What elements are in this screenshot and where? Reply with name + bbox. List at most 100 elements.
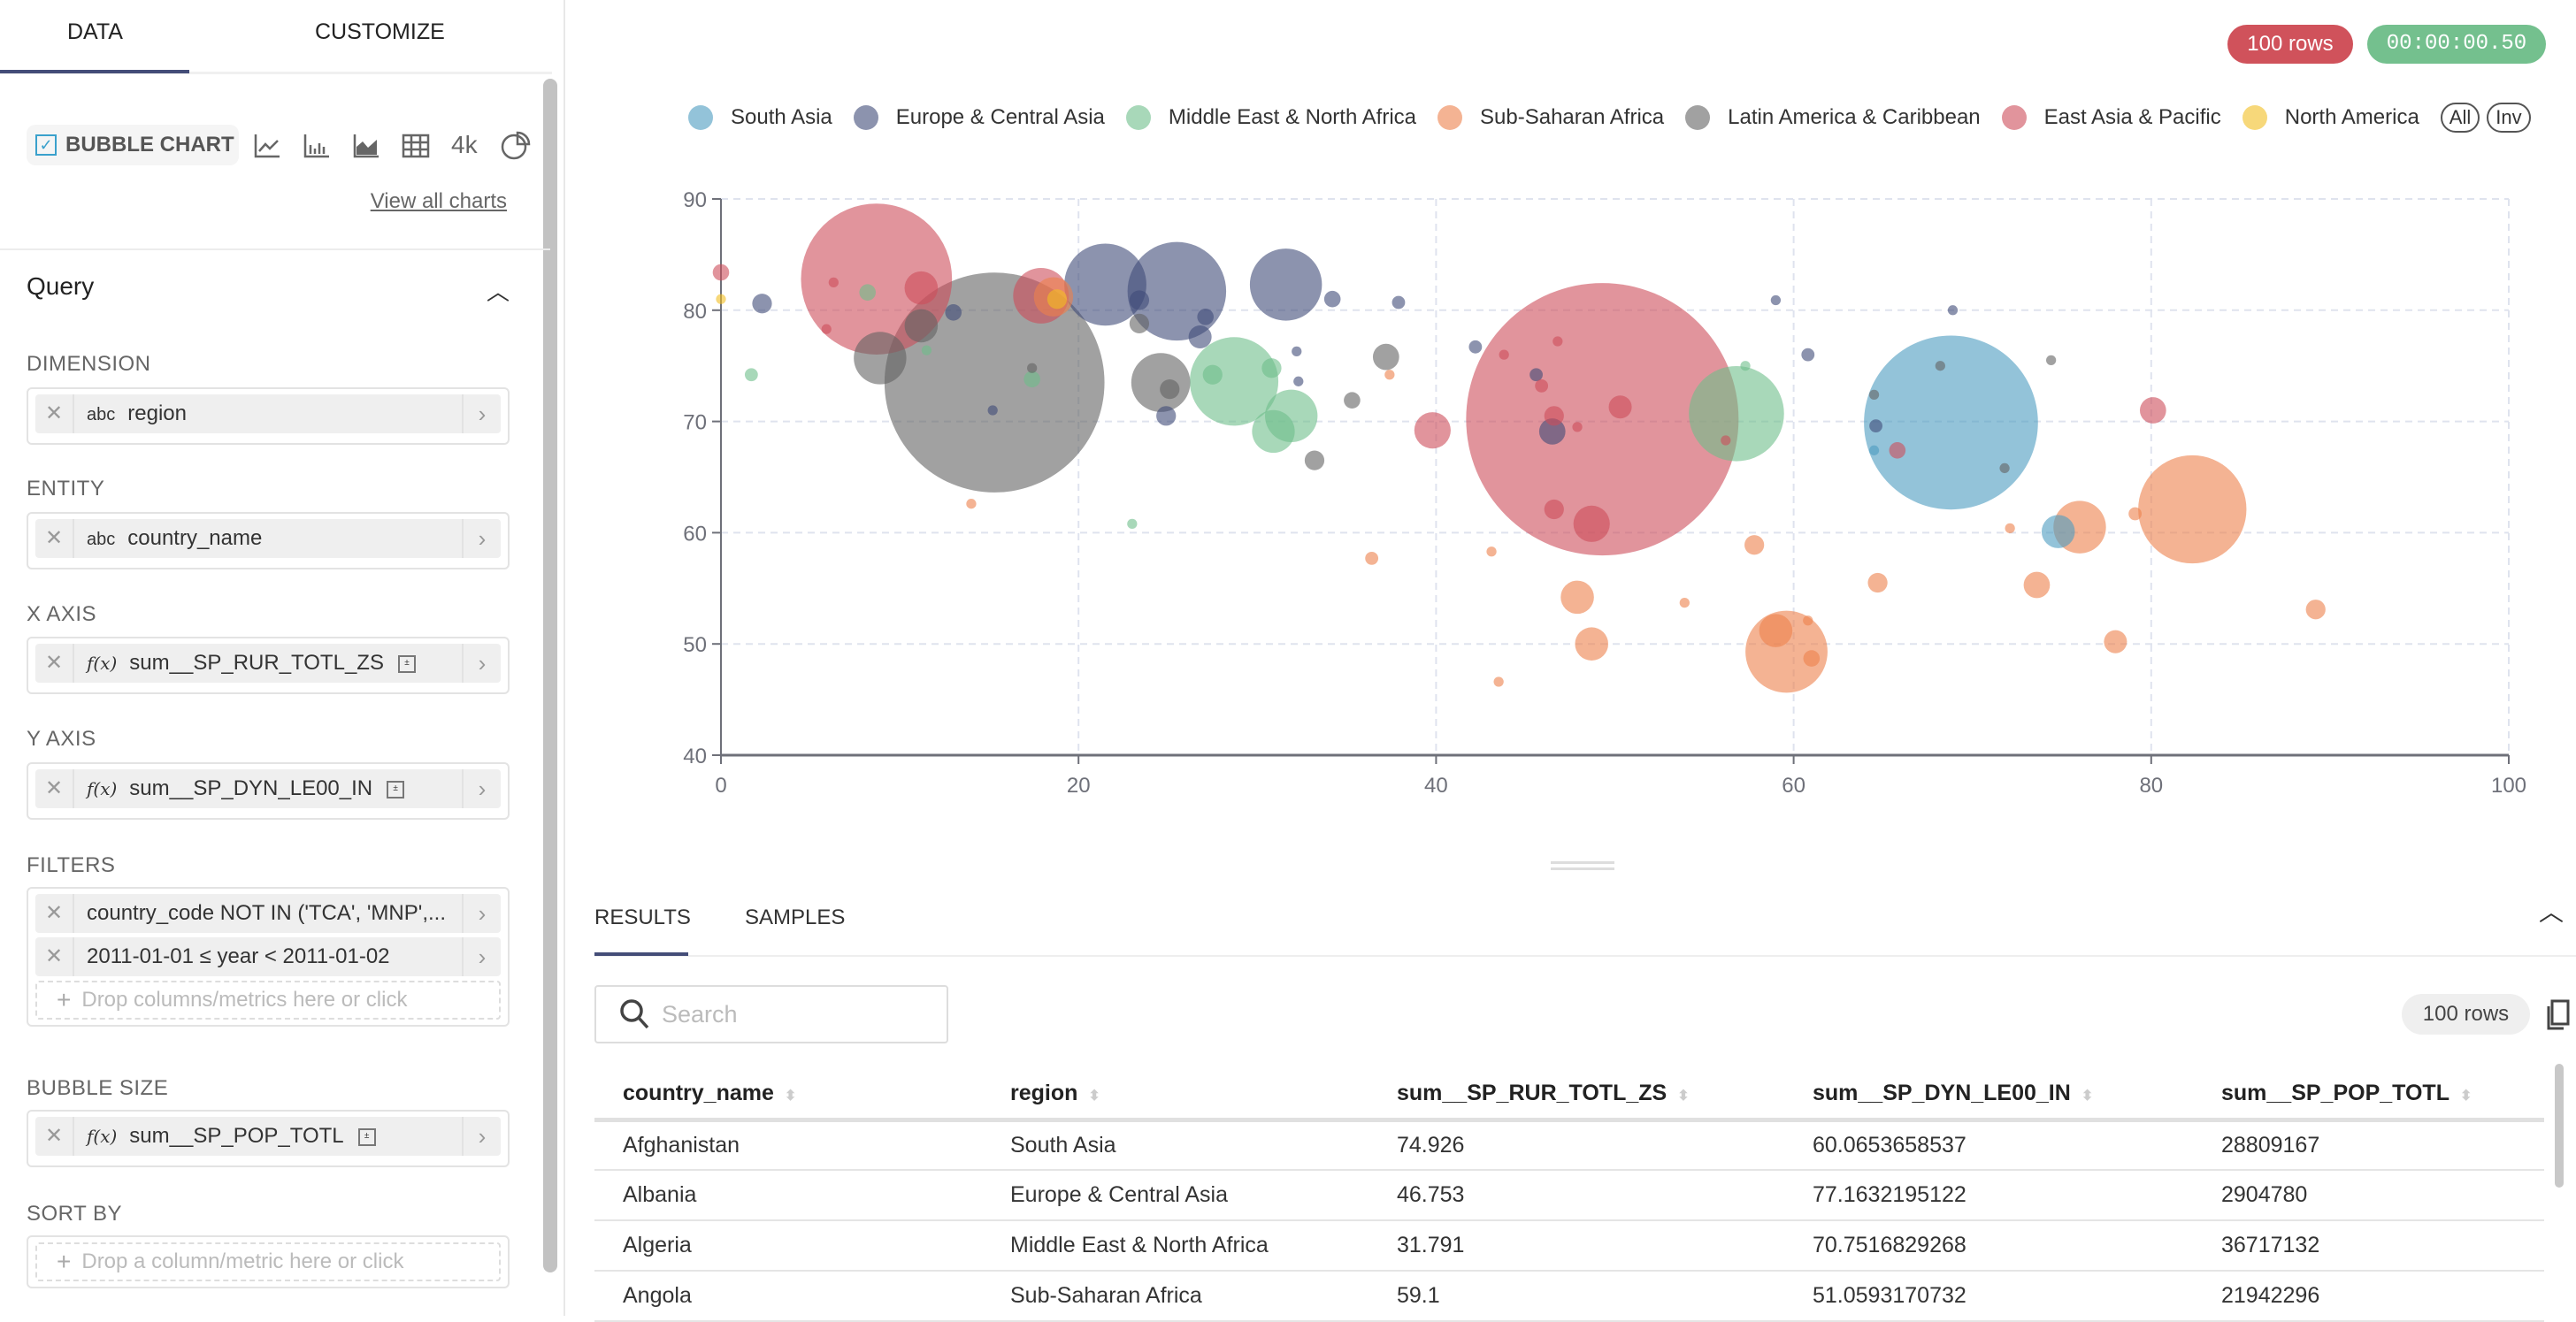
dimension-control: ✕ abc region › [27, 387, 510, 445]
bubble-middle-east-north-africa [1127, 518, 1138, 529]
column-header[interactable]: sum__SP_DYN_LE00_IN ⬍ [1784, 1070, 2193, 1122]
view-all-charts-link[interactable]: View all charts [370, 189, 507, 213]
remove-icon[interactable]: ✕ [35, 1117, 74, 1156]
legend-all-button[interactable]: All [2440, 103, 2480, 133]
remove-icon[interactable]: ✕ [35, 644, 74, 683]
search-input[interactable]: Search [594, 985, 948, 1043]
chevron-right-icon[interactable]: › [462, 394, 501, 433]
table-icon[interactable] [402, 133, 430, 159]
bubble-latin-america-caribbean [854, 332, 907, 385]
resize-handle[interactable] [1551, 861, 1614, 870]
tab-customize[interactable]: CUSTOMIZE [315, 19, 445, 44]
bubble-sub-saharan-africa [1744, 535, 1765, 555]
legend-item[interactable]: Latin America & Caribbean [1685, 105, 1981, 130]
filter-value: 2011-01-01 ≤ year < 2011-01-02 [87, 944, 390, 968]
dimension-pill[interactable]: ✕ abc region › [35, 394, 501, 433]
sort-icon[interactable]: ⬍ [1088, 1089, 1100, 1104]
legend-item[interactable]: Middle East & North Africa [1125, 105, 1416, 130]
column-header-label: country_name [623, 1081, 774, 1106]
bubble-europe-central-asia [1129, 290, 1150, 310]
bubble-sub-saharan-africa [1803, 615, 1813, 626]
table-scrollbar[interactable] [2555, 1064, 2564, 1188]
y-axis-control: ✕ f(x) sum__SP_DYN_LE00_IN ± › [27, 762, 510, 820]
line-chart-icon[interactable] [253, 133, 281, 159]
bubble-size-pill[interactable]: ✕ f(x) sum__SP_POP_TOTL ± › [35, 1117, 501, 1156]
tab-data[interactable]: DATA [67, 19, 123, 44]
remove-icon[interactable]: ✕ [35, 894, 74, 933]
bubble-sub-saharan-africa [2128, 507, 2143, 521]
remove-icon[interactable]: ✕ [35, 769, 74, 808]
table-header-row: country_name ⬍ region ⬍ sum__SP_RUR_TOTL_ZS ⬍… [594, 1070, 2544, 1122]
column-header-label: sum__SP_DYN_LE00_IN [1813, 1081, 2071, 1106]
tab-results[interactable]: RESULTS [594, 906, 691, 929]
column-header[interactable]: sum__SP_POP_TOTL ⬍ [2193, 1070, 2544, 1122]
table-row[interactable]: Algeria Middle East & North Africa 31.791 7… [594, 1220, 2544, 1272]
collapse-chevron-icon[interactable]: ︿ [487, 279, 510, 305]
table-row[interactable]: Angola Sub-Saharan Africa 59.1 51.059317073… [594, 1271, 2544, 1322]
bubble-europe-central-asia [1293, 376, 1304, 386]
remove-icon[interactable]: ✕ [35, 394, 74, 433]
table-cell: 77.1632195122 [1784, 1170, 2193, 1221]
bubble-east-asia-pacific [2139, 397, 2166, 424]
chevron-right-icon[interactable]: › [462, 937, 501, 976]
bubble-sub-saharan-africa [2023, 571, 2051, 599]
bubble-sub-saharan-africa [2104, 630, 2128, 653]
big-number-icon[interactable]: 4k [451, 131, 478, 158]
legend-item[interactable]: East Asia & Pacific [2001, 105, 2221, 130]
column-header[interactable]: country_name ⬍ [594, 1070, 982, 1122]
tab-samples[interactable]: SAMPLES [745, 906, 846, 929]
viz-type-selected[interactable]: ✓ BUBBLE CHART [27, 125, 239, 165]
legend-item[interactable]: North America [2242, 105, 2419, 130]
chevron-right-icon[interactable]: › [462, 519, 501, 558]
table-row[interactable]: Afghanistan South Asia 74.926 60.0653658537… [594, 1119, 2544, 1171]
remove-icon[interactable]: ✕ [35, 519, 74, 558]
bar-chart-icon[interactable] [303, 133, 331, 159]
collapse-chevron-icon[interactable]: ︿ [2539, 898, 2564, 926]
legend-dot-icon [2242, 105, 2267, 130]
table-row[interactable]: Albania Europe & Central Asia 46.753 77.163… [594, 1170, 2544, 1221]
legend-item[interactable]: Sub-Saharan Africa [1438, 105, 1664, 130]
sort-icon[interactable]: ⬍ [784, 1089, 797, 1104]
legend-inv-button[interactable]: Inv [2487, 103, 2531, 133]
panel-scrollbar[interactable] [543, 79, 557, 1272]
add-filter-dropzone[interactable]: + Drop columns/metrics here or click [35, 981, 501, 1020]
left-panel: DATA CUSTOMIZE ✓ BUBBLE CHART 4k View al… [0, 0, 565, 1316]
bubble-middle-east-north-africa [1024, 371, 1040, 388]
column-header[interactable]: sum__SP_RUR_TOTL_ZS ⬍ [1368, 1070, 1784, 1122]
sort-by-dropzone[interactable]: + Drop a column/metric here or click [35, 1242, 501, 1281]
bubble-europe-central-asia [1064, 243, 1146, 326]
dimension-value: region [127, 401, 187, 425]
bubble-latin-america-caribbean [2045, 355, 2057, 366]
table-cell: 51.0593170732 [1784, 1271, 2193, 1322]
bubble-europe-central-asia [1869, 419, 1882, 433]
chevron-right-icon[interactable]: › [462, 644, 501, 683]
bubble-east-asia-pacific [1608, 395, 1632, 419]
sort-icon[interactable]: ⬍ [2459, 1089, 2472, 1104]
bubble-east-asia-pacific [821, 324, 832, 334]
copy-icon[interactable] [2546, 999, 2571, 1031]
sort-icon[interactable]: ⬍ [1677, 1089, 1690, 1104]
legend-dot-icon [1685, 105, 1711, 130]
chevron-right-icon[interactable]: › [462, 769, 501, 808]
bubble-latin-america-caribbean [1344, 392, 1361, 409]
query-section-title[interactable]: Query [27, 272, 95, 300]
sort-icon[interactable]: ⬍ [2081, 1089, 2094, 1104]
chevron-right-icon[interactable]: › [462, 1117, 501, 1156]
pie-chart-icon[interactable] [501, 131, 531, 161]
entity-pill[interactable]: ✕ abc country_name › [35, 519, 501, 558]
x-axis-pill[interactable]: ✕ f(x) sum__SP_RUR_TOTL_ZS ± › [35, 644, 501, 683]
viz-type-label: BUBBLE CHART [65, 133, 234, 157]
legend-item[interactable]: Europe & Central Asia [853, 105, 1105, 130]
results-table: country_name ⬍ region ⬍ sum__SP_RUR_TOTL_ZS ⬍… [594, 1070, 2544, 1322]
filters-control: ✕ country_code NOT IN ('TCA', 'MNP',... › … [27, 887, 510, 1027]
remove-icon[interactable]: ✕ [35, 937, 74, 976]
legend-item[interactable]: South Asia [688, 105, 832, 130]
filter-pill[interactable]: ✕ country_code NOT IN ('TCA', 'MNP',... › [35, 894, 501, 933]
filter-pill[interactable]: ✕ 2011-01-01 ≤ year < 2011-01-02 › [35, 937, 501, 976]
area-chart-icon[interactable] [352, 133, 380, 159]
chevron-right-icon[interactable]: › [462, 894, 501, 933]
bubble-europe-central-asia [1323, 290, 1341, 308]
y-axis-pill[interactable]: ✕ f(x) sum__SP_DYN_LE00_IN ± › [35, 769, 501, 808]
column-header[interactable]: region ⬍ [982, 1070, 1368, 1122]
chart-legend: South Asia Europe & Central Asia Middle Ea… [688, 103, 2538, 133]
